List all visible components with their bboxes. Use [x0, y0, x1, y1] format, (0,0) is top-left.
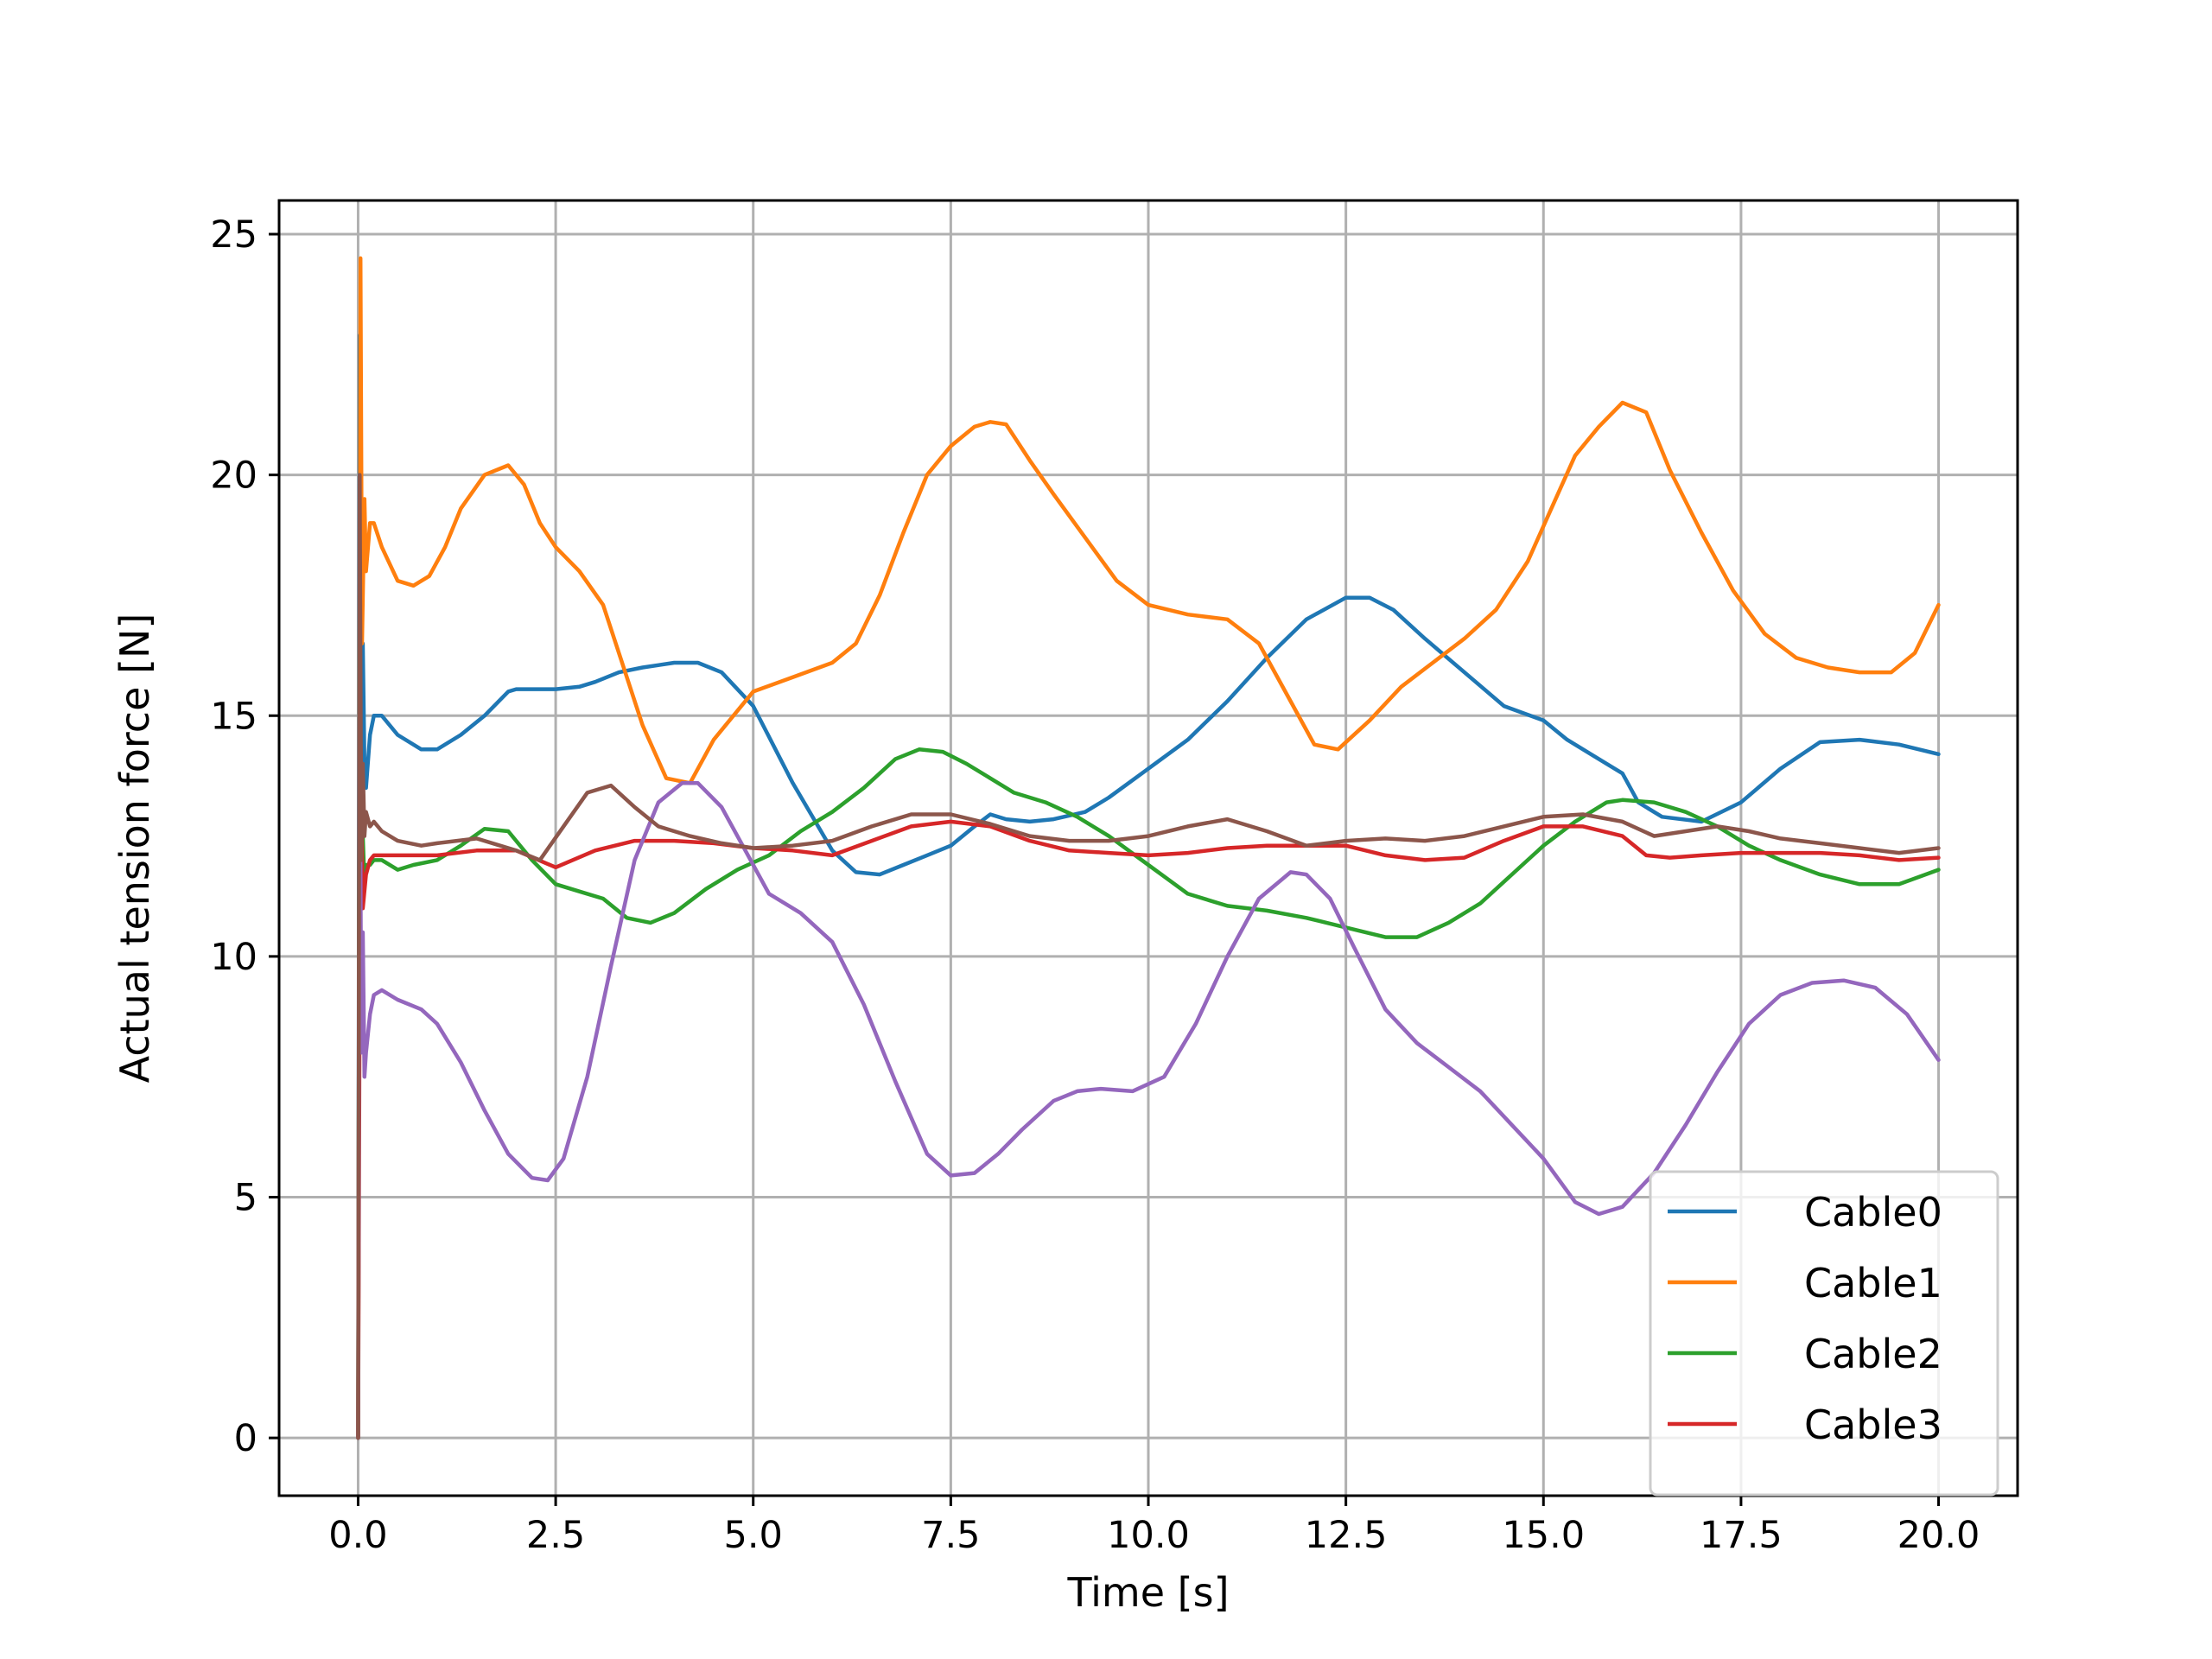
legend-label: Cable1 — [1804, 1260, 1942, 1306]
y-tick-label: 20 — [210, 454, 257, 498]
x-tick-label: 2.5 — [526, 1514, 585, 1557]
x-tick-label: 5.0 — [724, 1514, 783, 1557]
x-tick-label: 20.0 — [1897, 1514, 1980, 1557]
series-lines — [356, 256, 1941, 1440]
series-line-3 — [356, 737, 1941, 1440]
x-tick-label: 0.0 — [328, 1514, 387, 1557]
series-line-5 — [356, 473, 1941, 1440]
series-line-1 — [356, 256, 1941, 1440]
y-tick-label: 0 — [234, 1417, 257, 1460]
legend-label: Cable2 — [1804, 1331, 1942, 1377]
y-tick-label: 5 — [234, 1177, 257, 1220]
legend-label: Cable3 — [1804, 1402, 1942, 1448]
x-tick-label: 7.5 — [921, 1514, 980, 1557]
y-tick-label: 15 — [210, 695, 257, 738]
x-tick-label: 15.0 — [1502, 1514, 1585, 1557]
x-tick-label: 12.5 — [1305, 1514, 1388, 1557]
x-axis-ticks: 0.0 2.5 5.0 7.5 10.0 12.5 15.0 17.5 20.0 — [328, 1496, 1980, 1557]
series-line-4 — [356, 665, 1941, 1440]
legend: Cable0 Cable1 Cable2 Cable3 — [1649, 1170, 1999, 1497]
legend-label: Cable0 — [1804, 1189, 1942, 1236]
y-axis-label: Actual tension force [N] — [111, 613, 158, 1084]
x-axis-label: Time [s] — [1066, 1569, 1229, 1616]
x-tick-label: 17.5 — [1700, 1514, 1783, 1557]
series-line-0 — [356, 333, 1941, 1440]
series-line-2 — [356, 569, 1941, 1440]
y-tick-label: 10 — [210, 936, 257, 979]
y-axis-ticks: 0 5 10 15 20 25 — [210, 213, 279, 1460]
legend-box — [1649, 1170, 1999, 1497]
x-tick-label: 10.0 — [1107, 1514, 1190, 1557]
y-tick-label: 25 — [210, 213, 257, 257]
